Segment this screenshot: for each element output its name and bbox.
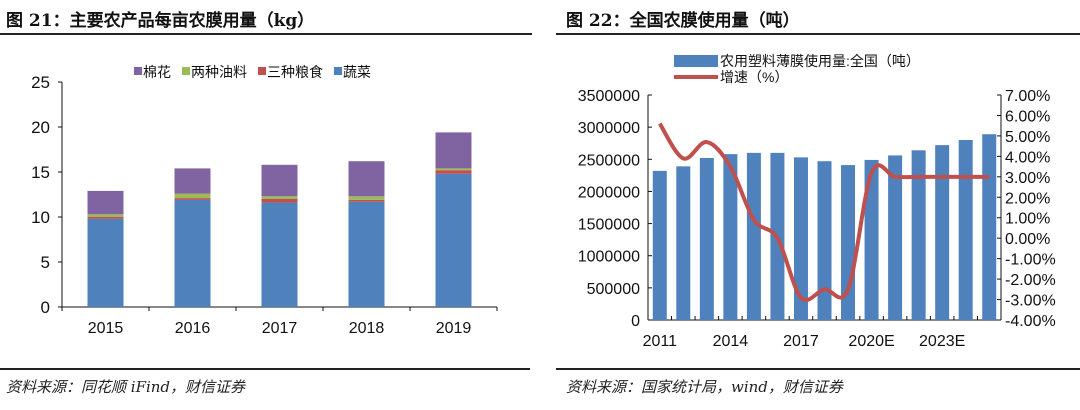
source-note-right: 资料来源：国家统计局，wind，财信证券 xyxy=(566,378,843,396)
x-tick-label: 2015 xyxy=(88,320,124,337)
right-y-tick-label: 4.00% xyxy=(1005,149,1050,166)
bar xyxy=(958,140,973,320)
bar xyxy=(652,170,667,320)
right-y-tick-label: 2.00% xyxy=(1005,190,1050,207)
legend-swatch xyxy=(258,67,266,75)
bar xyxy=(982,134,997,320)
x-tick-label: 2020E xyxy=(848,333,894,350)
bar-segment-两种油料 xyxy=(261,196,298,199)
bar-segment-两种油料 xyxy=(174,193,211,199)
bar-segment-蔬菜 xyxy=(87,218,124,307)
legend-label: 两种油料 xyxy=(191,64,247,80)
bar xyxy=(676,166,691,320)
bar-segment-两种油料 xyxy=(348,196,385,200)
x-tick-label: 2017 xyxy=(262,320,298,337)
legend-label-bar: 农用塑料薄膜使用量:全国（吨） xyxy=(720,53,920,69)
bar-segment-两种油料 xyxy=(87,214,124,217)
right-y-tick-label: -4.00% xyxy=(1005,313,1056,330)
chart-21-stacked-bar: 0 5 10 15 20 25 2015 2016 2017 2018 2019 棉花 两种油料 三种粮食… xyxy=(31,64,498,337)
title-divider-left xyxy=(0,33,532,35)
left-y-tick-label: 500000 xyxy=(587,281,640,298)
left-y-tick-label: 3500000 xyxy=(578,88,640,105)
y-tick-label: 5 xyxy=(41,253,50,272)
bar xyxy=(723,154,738,320)
chart-21-title: 图 21：主要农产品每亩农膜用量（kg） xyxy=(6,11,315,31)
left-y-tick-label: 2000000 xyxy=(578,184,640,201)
legend-swatch xyxy=(134,67,142,75)
bar-segment-棉花 xyxy=(87,190,124,215)
x-tick-label: 2017 xyxy=(783,333,819,350)
bar-segment-棉花 xyxy=(435,132,472,169)
right-y-tick-label: 3.00% xyxy=(1005,170,1050,187)
bar-segment-两种油料 xyxy=(435,168,472,171)
bar-segment-棉花 xyxy=(348,161,385,197)
bar xyxy=(817,161,832,320)
y-tick-label: 15 xyxy=(31,163,50,182)
legend-label-line: 增速（%） xyxy=(720,69,788,85)
bar xyxy=(699,158,714,320)
x-tick-label: 2023E xyxy=(919,333,965,350)
bar-segment-棉花 xyxy=(261,164,298,197)
bar-segment-三种粮食 xyxy=(261,199,298,203)
right-y-tick-label: 0.00% xyxy=(1005,231,1050,248)
x-tick-label: 2018 xyxy=(349,320,385,337)
right-y-tick-label: -1.00% xyxy=(1005,252,1056,269)
left-y-tick-label: 1500000 xyxy=(578,217,640,234)
chart-22-bar-line: 0 500000 1000000 1500000 2000000 2500000 30000… xyxy=(578,53,1056,350)
bar xyxy=(864,159,879,320)
left-y-tick-label: 0 xyxy=(631,313,640,330)
y-tick-label: 20 xyxy=(31,118,50,137)
right-y-tick-label: 7.00% xyxy=(1005,88,1050,105)
right-y-tick-label: 1.00% xyxy=(1005,211,1050,228)
bar-segment-蔬菜 xyxy=(435,173,472,307)
left-y-tick-label: 3000000 xyxy=(578,120,640,137)
footer-divider-right xyxy=(556,368,1080,370)
bar-segment-三种粮食 xyxy=(435,170,472,174)
bar xyxy=(793,157,808,320)
x-tick-label: 2014 xyxy=(713,333,749,350)
bar xyxy=(911,150,926,320)
y-tick-label: 0 xyxy=(41,298,50,317)
right-y-tick-label: -3.00% xyxy=(1005,293,1056,310)
legend-swatch xyxy=(334,67,342,75)
x-tick-label: 2016 xyxy=(175,320,211,337)
left-y-tick-label: 1000000 xyxy=(578,249,640,266)
bar-segment-三种粮食 xyxy=(87,217,124,219)
left-y-tick-label: 2500000 xyxy=(578,152,640,169)
bar-segment-三种粮食 xyxy=(174,198,211,200)
bar-segment-蔬菜 xyxy=(348,201,385,307)
growth-line xyxy=(658,122,990,302)
bar-segment-三种粮食 xyxy=(348,199,385,202)
legend-label: 棉花 xyxy=(143,64,171,80)
legend-swatch-bar xyxy=(674,55,718,67)
right-y-tick-label: 6.00% xyxy=(1005,108,1050,125)
bar xyxy=(935,145,950,320)
title-divider-right xyxy=(556,33,1080,35)
right-y-tick-label: 5.00% xyxy=(1005,129,1050,146)
bar-segment-棉花 xyxy=(174,168,211,194)
bar xyxy=(888,155,903,320)
right-y-tick-label: -2.00% xyxy=(1005,272,1056,289)
y-tick-label: 10 xyxy=(31,208,50,227)
legend-label: 三种粮食 xyxy=(267,64,323,80)
bar xyxy=(746,152,761,320)
legend-label: 蔬菜 xyxy=(343,64,371,80)
source-note-left: 资料来源：同花顺 iFind，财信证券 xyxy=(6,378,246,396)
bar-segment-蔬菜 xyxy=(174,199,211,307)
x-tick-label: 2019 xyxy=(436,320,472,337)
bar-segment-蔬菜 xyxy=(261,202,298,307)
legend-swatch xyxy=(182,67,190,75)
y-tick-label: 25 xyxy=(31,73,50,92)
x-tick-label: 2011 xyxy=(643,333,678,350)
footer-divider-left xyxy=(0,368,530,370)
chart-22-title: 图 22：全国农膜使用量（吨） xyxy=(566,11,800,31)
